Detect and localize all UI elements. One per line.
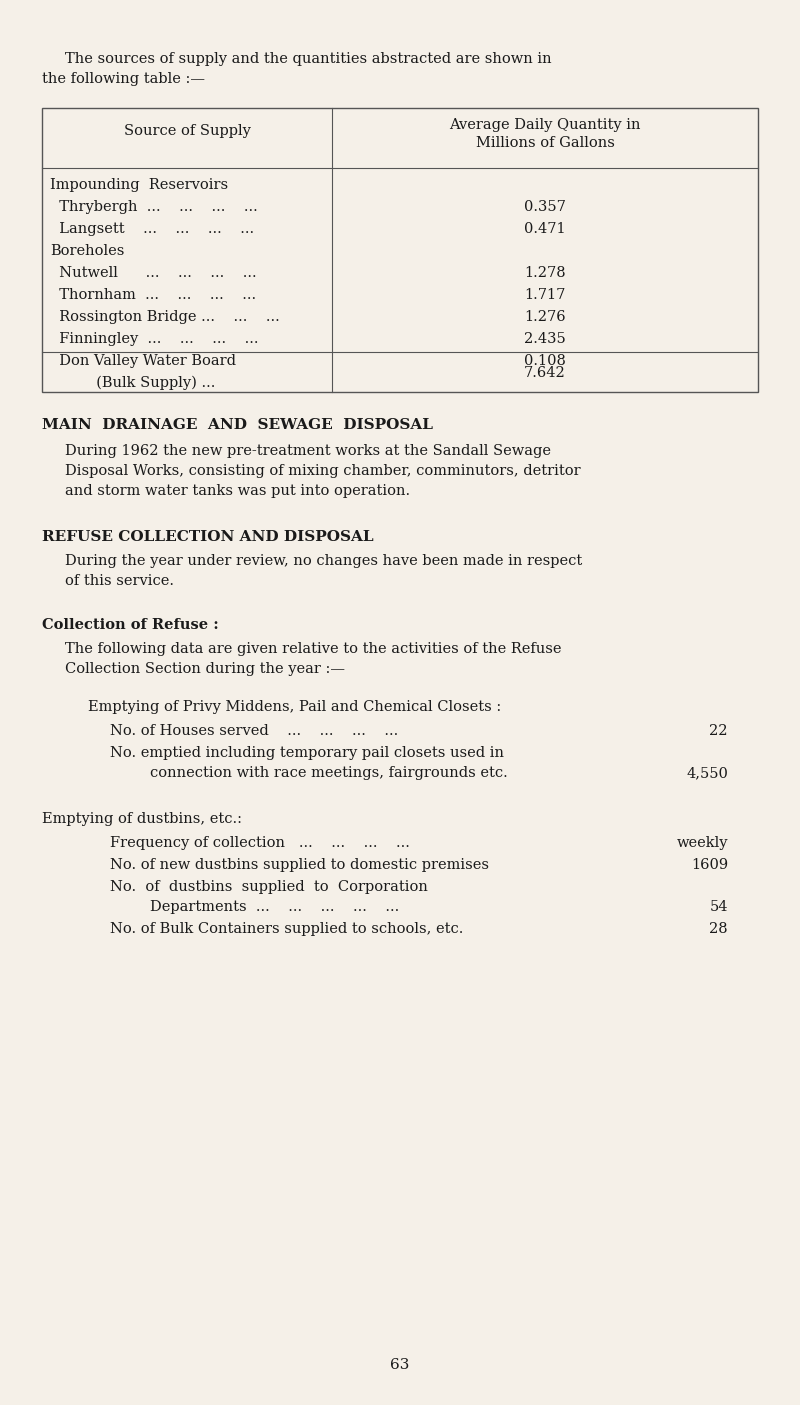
Text: 0.471: 0.471 [524,222,566,236]
Text: 2.435: 2.435 [524,332,566,346]
Text: Disposal Works, consisting of mixing chamber, comminutors, detritor: Disposal Works, consisting of mixing cha… [65,464,581,478]
Text: No. of new dustbins supplied to domestic premises: No. of new dustbins supplied to domestic… [110,858,489,873]
Text: Millions of Gallons: Millions of Gallons [475,136,614,150]
Text: No. of Houses served    ...    ...    ...    ...: No. of Houses served ... ... ... ... [110,724,398,738]
Text: the following table :—: the following table :— [42,72,205,86]
Text: and storm water tanks was put into operation.: and storm water tanks was put into opera… [65,483,410,497]
Text: 4,550: 4,550 [686,766,728,780]
Text: 63: 63 [390,1359,410,1373]
Text: 22: 22 [710,724,728,738]
Text: Average Daily Quantity in: Average Daily Quantity in [450,118,641,132]
Text: Thrybergh  ...    ...    ...    ...: Thrybergh ... ... ... ... [50,200,258,214]
Text: The sources of supply and the quantities abstracted are shown in: The sources of supply and the quantities… [65,52,552,66]
Text: Don Valley Water Board: Don Valley Water Board [50,354,236,368]
Text: 0.108: 0.108 [524,354,566,368]
Text: (Bulk Supply) ...: (Bulk Supply) ... [50,377,215,391]
Text: Finningley  ...    ...    ...    ...: Finningley ... ... ... ... [50,332,258,346]
Text: Frequency of collection   ...    ...    ...    ...: Frequency of collection ... ... ... ... [110,836,410,850]
Text: Departments  ...    ...    ...    ...    ...: Departments ... ... ... ... ... [150,901,399,915]
Text: Rossington Bridge ...    ...    ...: Rossington Bridge ... ... ... [50,311,280,325]
Text: The following data are given relative to the activities of the Refuse: The following data are given relative to… [65,642,562,656]
Text: During 1962 the new pre-treatment works at the Sandall Sewage: During 1962 the new pre-treatment works … [65,444,551,458]
Text: 1.276: 1.276 [524,311,566,325]
Text: Emptying of Privy Middens, Pail and Chemical Closets :: Emptying of Privy Middens, Pail and Chem… [88,700,502,714]
Text: connection with race meetings, fairgrounds etc.: connection with race meetings, fairgroun… [150,766,508,780]
Text: of this service.: of this service. [65,575,174,589]
Text: Source of Supply: Source of Supply [123,124,250,138]
Text: 7.642: 7.642 [524,365,566,379]
Text: No. emptied including temporary pail closets used in: No. emptied including temporary pail clo… [110,746,504,760]
Text: 28: 28 [710,922,728,936]
Text: Thornham  ...    ...    ...    ...: Thornham ... ... ... ... [50,288,256,302]
Text: 1609: 1609 [691,858,728,873]
Text: Emptying of dustbins, etc.:: Emptying of dustbins, etc.: [42,812,242,826]
Text: Collection of Refuse :: Collection of Refuse : [42,618,218,632]
Bar [42,108,758,392]
Text: 0.357: 0.357 [524,200,566,214]
Text: weekly: weekly [677,836,728,850]
Text: Collection Section during the year :—: Collection Section during the year :— [65,662,345,676]
Text: 54: 54 [710,901,728,915]
Text: MAIN  DRAINAGE  AND  SEWAGE  DISPOSAL: MAIN DRAINAGE AND SEWAGE DISPOSAL [42,419,433,431]
Text: 1.717: 1.717 [524,288,566,302]
Text: Boreholes: Boreholes [50,244,124,259]
Text: Nutwell      ...    ...    ...    ...: Nutwell ... ... ... ... [50,266,257,280]
Text: Langsett    ...    ...    ...    ...: Langsett ... ... ... ... [50,222,254,236]
Text: 1.278: 1.278 [524,266,566,280]
Text: REFUSE COLLECTION AND DISPOSAL: REFUSE COLLECTION AND DISPOSAL [42,530,374,544]
Text: No. of Bulk Containers supplied to schools, etc.: No. of Bulk Containers supplied to schoo… [110,922,463,936]
Text: Impounding  Reservoirs: Impounding Reservoirs [50,178,228,192]
Text: No.  of  dustbins  supplied  to  Corporation: No. of dustbins supplied to Corporation [110,880,428,894]
Text: During the year under review, no changes have been made in respect: During the year under review, no changes… [65,554,582,568]
